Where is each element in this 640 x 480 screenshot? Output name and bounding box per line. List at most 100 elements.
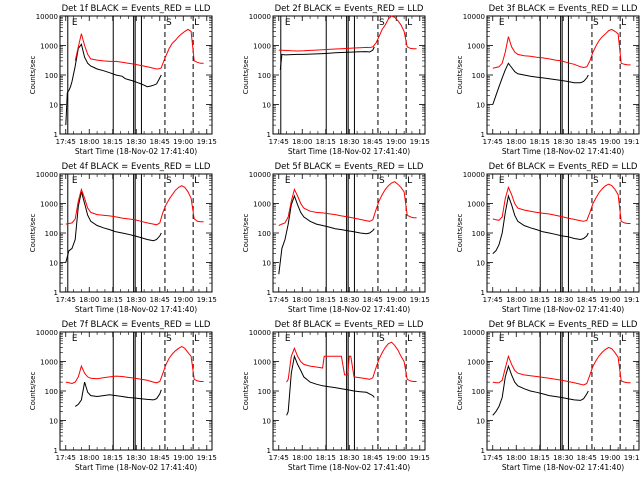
x-tick-label: 18:15	[530, 296, 550, 304]
series-line	[492, 28, 631, 69]
y-tick-label: 1	[267, 447, 271, 455]
y-tick-label: 1	[481, 447, 485, 455]
detector-panel-5: Det 5f BLACK = Events_RED = LLD 1 10 100 100…	[242, 162, 430, 314]
x-tick-label: 19:15	[197, 454, 217, 462]
y-axis-label: Counts/sec	[29, 372, 37, 411]
marker-label: S	[379, 176, 385, 186]
x-tick-label: 18:45	[363, 138, 383, 146]
x-tick-label: 18:30	[339, 138, 359, 146]
y-tick-label: 1	[481, 289, 485, 297]
x-tick-label: 17:45	[269, 454, 289, 462]
marker-label: S	[593, 18, 599, 28]
y-tick-label: 10	[262, 418, 271, 426]
marker-label: E	[285, 334, 291, 344]
y-axis-label: Counts/sec	[29, 56, 37, 95]
series-line	[278, 181, 417, 226]
x-tick-label: 17:45	[483, 296, 503, 304]
x-tick-label: 18:00	[506, 138, 526, 146]
x-axis-label: Start Time (18-Nov-02 17:41:40)	[75, 463, 197, 472]
marker-label: L	[194, 18, 199, 28]
y-tick-label: 10000	[249, 329, 271, 337]
x-axis-label: Start Time (18-Nov-02 17:41:40)	[288, 463, 410, 472]
y-tick-label: 1	[481, 131, 485, 139]
series-line	[65, 346, 204, 385]
x-tick-label: 18:00	[506, 296, 526, 304]
y-tick-label: 10000	[36, 171, 58, 179]
y-tick-label: 1000	[40, 201, 58, 209]
panel-title: Det 4f BLACK = Events_RED = LLD	[62, 162, 211, 172]
x-tick-label: 19:15	[624, 454, 640, 462]
y-tick-label: 100	[45, 72, 58, 80]
y-tick-label: 1	[267, 131, 271, 139]
x-tick-label: 18:45	[363, 296, 383, 304]
x-tick-label: 17:45	[56, 296, 76, 304]
series-line	[286, 341, 417, 383]
panel-title: Det 8f BLACK = Events_RED = LLD	[275, 320, 424, 330]
y-tick-label: 10	[476, 260, 485, 268]
x-tick-label: 18:15	[530, 454, 550, 462]
y-tick-label: 10000	[463, 13, 485, 21]
marker-label: S	[593, 176, 599, 186]
plot-frame	[486, 331, 640, 451]
y-tick-label: 10000	[249, 171, 271, 179]
y-tick-label: 1000	[40, 359, 58, 367]
marker-label: L	[194, 176, 199, 186]
marker-label: E	[499, 176, 505, 186]
x-tick-label: 17:45	[483, 138, 503, 146]
x-axis-label: Start Time (18-Nov-02 17:41:40)	[502, 463, 624, 472]
x-tick-label: 18:45	[577, 138, 597, 146]
y-tick-label: 100	[258, 230, 271, 238]
y-tick-label: 1	[267, 289, 271, 297]
y-axis-label: Counts/sec	[242, 214, 250, 253]
x-tick-label: 18:00	[292, 296, 312, 304]
y-axis-label: Counts/sec	[242, 372, 250, 411]
x-tick-label: 19:15	[624, 138, 640, 146]
marker-label: E	[285, 18, 291, 28]
x-tick-label: 19:15	[410, 454, 430, 462]
x-tick-label: 19:00	[173, 454, 193, 462]
series-line	[65, 185, 204, 226]
y-tick-label: 100	[45, 388, 58, 396]
x-tick-label: 17:45	[483, 454, 503, 462]
detector-panel-1: Det 1f BLACK = Events_RED = LLD 1 10 100 100…	[29, 4, 217, 156]
x-tick-label: 19:00	[386, 138, 406, 146]
x-axis-label: Start Time (18-Nov-02 17:41:40)	[75, 305, 197, 314]
y-tick-label: 10	[262, 260, 271, 268]
x-tick-label: 19:15	[410, 138, 430, 146]
x-tick-label: 19:00	[386, 296, 406, 304]
y-tick-label: 10	[49, 260, 58, 268]
series-line	[65, 191, 162, 263]
series-line	[492, 62, 589, 105]
y-axis-label: Counts/sec	[456, 372, 464, 411]
marker-label: S	[379, 18, 385, 28]
series-line	[492, 364, 589, 416]
y-tick-label: 1000	[253, 43, 271, 51]
marker-label: E	[499, 18, 505, 28]
marker-label: E	[72, 18, 78, 28]
series-line	[286, 354, 375, 416]
x-tick-label: 17:45	[56, 454, 76, 462]
marker-label: E	[72, 176, 78, 186]
series-line	[492, 183, 631, 224]
x-tick-label: 18:00	[79, 454, 99, 462]
y-tick-label: 10	[49, 102, 58, 110]
x-tick-label: 18:00	[79, 138, 99, 146]
x-tick-label: 18:45	[150, 296, 170, 304]
marker-label: S	[166, 176, 172, 186]
x-tick-label: 19:00	[600, 138, 620, 146]
x-tick-label: 18:00	[292, 454, 312, 462]
y-tick-label: 1000	[253, 359, 271, 367]
detector-panel-7: Det 7f BLACK = Events_RED = LLD 1 10 100 100…	[29, 320, 217, 472]
series-line	[278, 15, 417, 52]
series-line	[279, 46, 375, 70]
x-tick-label: 18:15	[103, 296, 123, 304]
panel-title: Det 5f BLACK = Events_RED = LLD	[275, 162, 424, 172]
marker-label: L	[407, 334, 412, 344]
plot-frame	[59, 15, 213, 135]
plot-frame	[486, 15, 640, 135]
marker-label: E	[285, 176, 291, 186]
detector-panel-4: Det 4f BLACK = Events_RED = LLD 1 10 100 100…	[29, 162, 217, 314]
x-tick-label: 18:30	[339, 296, 359, 304]
panel-title: Det 9f BLACK = Events_RED = LLD	[489, 320, 638, 330]
y-tick-label: 1	[54, 447, 58, 455]
